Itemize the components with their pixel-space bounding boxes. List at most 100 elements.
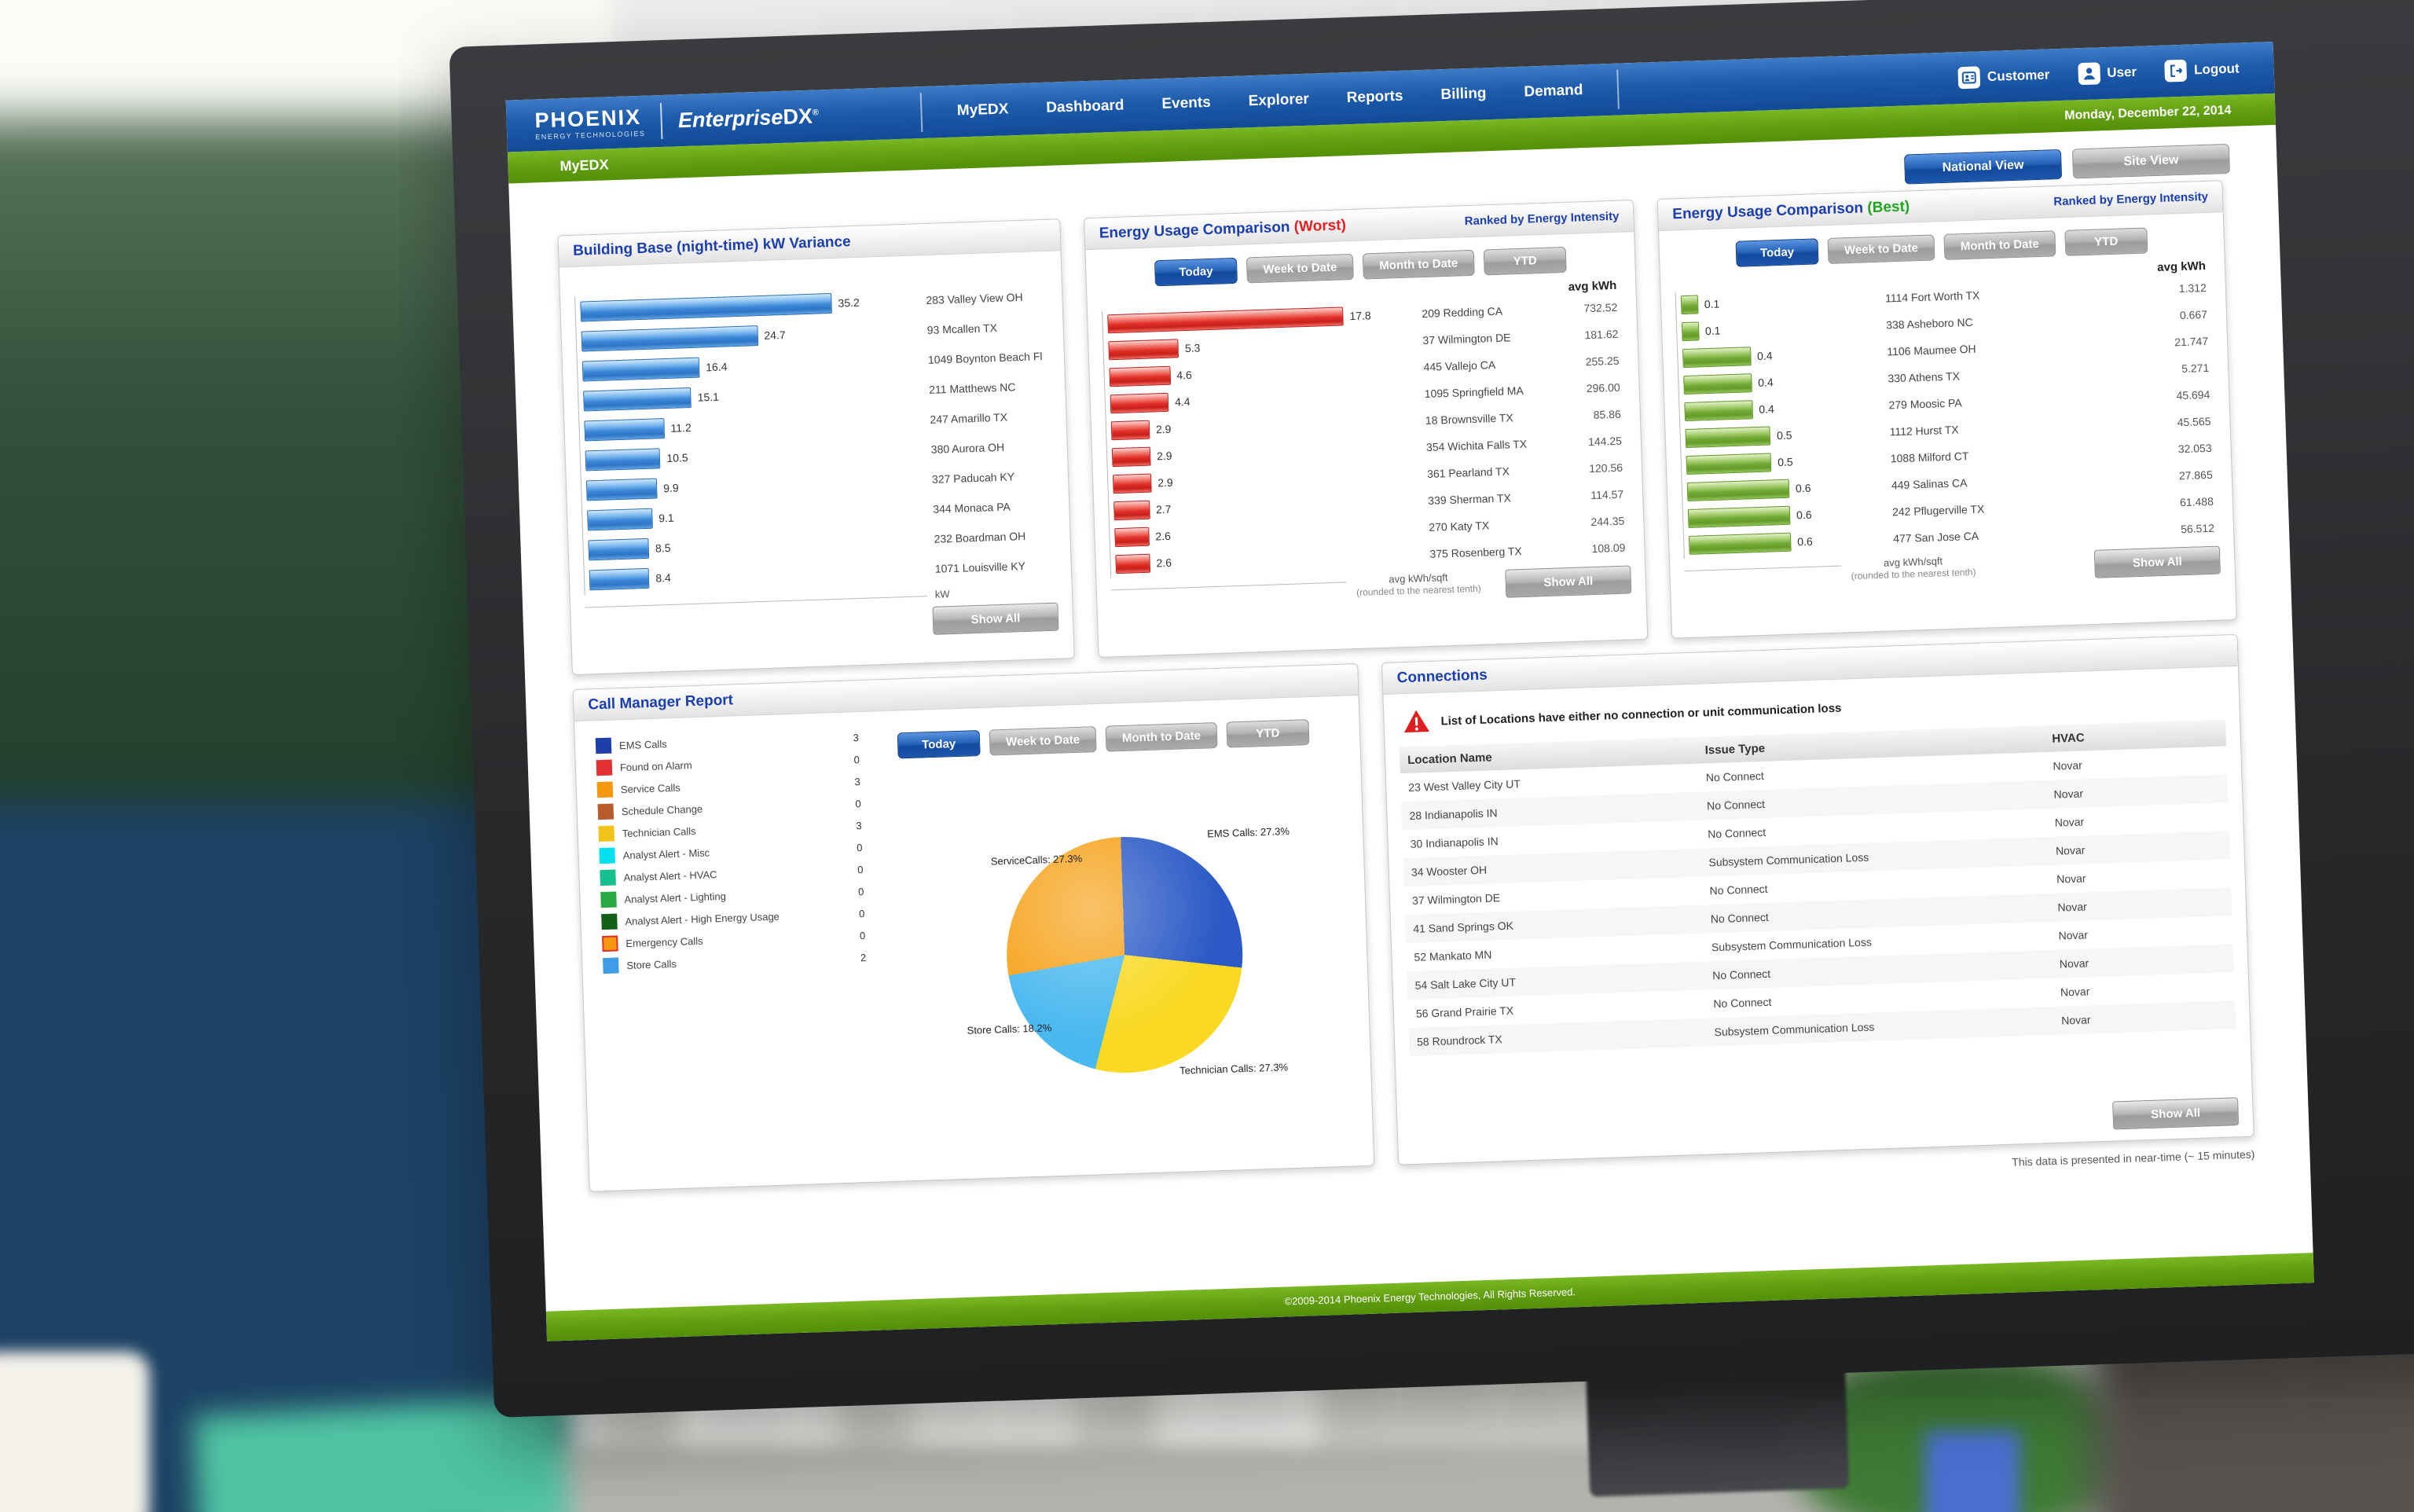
bar-location-label: 327 Paducah KY (931, 470, 1015, 486)
bar-location-label: 1112 Hurst TX (1889, 423, 1959, 439)
nav-item-reports[interactable]: Reports (1346, 87, 1403, 107)
legend-count: 3 (856, 819, 862, 831)
warning-text: List of Locations have either no connect… (1440, 701, 1842, 728)
legend-label: EMS Calls (618, 737, 667, 751)
show-all-button[interactable]: Show All (1505, 565, 1632, 598)
panel-call-manager: Call Manager Report EMS Calls 3 Found on A… (572, 663, 1375, 1192)
bar-location-label: 330 Athens TX (1888, 369, 1961, 385)
time-filter-today[interactable]: Today (1154, 257, 1238, 287)
legend-label: Service Calls (620, 781, 681, 795)
logo-divider (660, 102, 663, 140)
legend-swatch (602, 935, 618, 952)
phoenix-logo: PHOENIX ENERGY TECHNOLOGIES (534, 105, 645, 140)
nav-item-explorer[interactable]: Explorer (1248, 90, 1310, 110)
issue-type-cell: Subsystem Communication Loss (1714, 1020, 1875, 1039)
issue-type-cell: Subsystem Communication Loss (1708, 850, 1869, 869)
avg-kwh-value: 32.053 (2177, 441, 2212, 456)
warning-row: List of Locations have either no connect… (1403, 683, 2221, 736)
nav-item-demand[interactable]: Demand (1524, 82, 1583, 101)
bar (1686, 479, 1790, 501)
site-view-button[interactable]: Site View (2071, 143, 2231, 179)
bar-location-label: 270 Katy TX (1429, 519, 1490, 534)
bar (583, 387, 692, 412)
bar (1683, 373, 1752, 395)
bar (585, 448, 661, 472)
bar-location-label: 232 Boardman OH (934, 529, 1026, 545)
time-filter-month-to-date[interactable]: Month to Date (1105, 722, 1218, 752)
warning-icon (1403, 709, 1430, 736)
legend-swatch (602, 957, 619, 974)
bar-location-label: 18 Brownsville TX (1425, 411, 1513, 427)
bar-location-label: 93 Mcallen TX (926, 321, 998, 336)
time-filter-week-to-date[interactable]: Week to Date (1827, 234, 1935, 264)
time-filter-today[interactable]: Today (1735, 238, 1819, 267)
bar-value: 9.9 (662, 481, 679, 495)
bar-location-label: 242 Pflugerville TX (1891, 502, 1985, 519)
logo-main-text: PHOENIX (534, 105, 642, 132)
bar-value: 24.7 (764, 328, 786, 342)
bar-track: 0.6 (1687, 502, 1893, 528)
legend-count: 3 (853, 731, 860, 743)
show-all-button[interactable]: Show All (2093, 545, 2221, 578)
bar-value: 0.6 (1796, 508, 1812, 522)
issue-type-cell: No Connect (1709, 882, 1768, 897)
bar-location-label: 209 Redding CA (1422, 304, 1503, 321)
logout-button[interactable]: Logout (2164, 57, 2240, 83)
user-button[interactable]: User (2077, 61, 2137, 86)
bar (1686, 453, 1772, 475)
show-all-button[interactable]: Show All (2112, 1097, 2240, 1130)
legend-count: 0 (857, 885, 864, 897)
hvac-cell: Novar (2055, 843, 2086, 857)
bar-value: 2.9 (1157, 475, 1173, 490)
avg-kwh-value: 114.57 (1590, 487, 1624, 502)
nav-item-billing[interactable]: Billing (1440, 85, 1487, 104)
avg-kwh-value: 120.56 (1588, 461, 1623, 475)
nav-item-myedx[interactable]: MyEDX (956, 101, 1009, 119)
time-filter-ytd[interactable]: YTD (2064, 227, 2148, 256)
national-view-button[interactable]: National View (1903, 149, 2063, 185)
time-filter-month-to-date[interactable]: Month to Date (1943, 230, 2056, 260)
show-all-button[interactable]: Show All (932, 602, 1059, 635)
panel-building-base: Building Base (night-time) kW Variance 3… (557, 218, 1075, 676)
bar (1110, 420, 1150, 441)
bar-location-label: 247 Amarillo TX (930, 410, 1008, 426)
avg-kwh-value: 732.52 (1583, 300, 1618, 315)
bar-value: 4.6 (1176, 368, 1193, 382)
bar-value: 8.5 (655, 541, 671, 555)
legend-swatch (599, 847, 615, 864)
panel-title: Building Base (night-time) kW Variance (572, 233, 851, 259)
bar-value: 2.9 (1156, 449, 1172, 463)
bar-location-label: 1049 Boynton Beach Fl (927, 350, 1043, 366)
nav-item-events[interactable]: Events (1161, 94, 1212, 112)
time-filter-month-to-date[interactable]: Month to Date (1362, 249, 1475, 280)
bar-track: 0.1 (1680, 289, 1886, 315)
bar-location-label: 477 San Jose CA (1892, 529, 1979, 545)
legend-count: 0 (855, 797, 861, 809)
avg-kwh-value: 1.312 (2178, 281, 2207, 295)
nav-item-dashboard[interactable]: Dashboard (1045, 97, 1124, 116)
bar-location-label: 283 Valley View OH (926, 290, 1023, 306)
customer-button[interactable]: Customer (1957, 64, 2050, 90)
issue-type-cell: No Connect (1707, 825, 1766, 841)
avg-kwh-value: 296.00 (1586, 380, 1620, 395)
bar (589, 567, 650, 591)
time-filter-ytd[interactable]: YTD (1226, 719, 1310, 748)
avg-kwh-value: 108.09 (1591, 541, 1626, 556)
hvac-cell: Novar (2058, 928, 2089, 942)
axis-label: kW (934, 588, 950, 600)
time-filter-ytd[interactable]: YTD (1483, 246, 1567, 276)
panel-title: Energy Usage Comparison (Worst) (1099, 216, 1347, 242)
bar-location-label: 1088 Milford CT (1890, 450, 1969, 465)
account-links: Customer User Logout (1957, 57, 2240, 90)
legend-count: 0 (859, 929, 866, 941)
bar (1685, 426, 1771, 449)
time-filter-today[interactable]: Today (897, 730, 981, 759)
legend-label: Schedule Change (621, 802, 703, 817)
time-filter-week-to-date[interactable]: Week to Date (1246, 253, 1354, 284)
time-filter-week-to-date[interactable]: Week to Date (989, 726, 1097, 756)
bar-location-label: 354 Wichita Falls TX (1425, 437, 1528, 453)
avg-kwh-value: 0.667 (2179, 307, 2208, 322)
product-name-italic: Enterprise (677, 105, 783, 132)
legend-swatch (595, 737, 612, 754)
panel-title: Energy Usage Comparison (Best) (1671, 197, 1910, 222)
